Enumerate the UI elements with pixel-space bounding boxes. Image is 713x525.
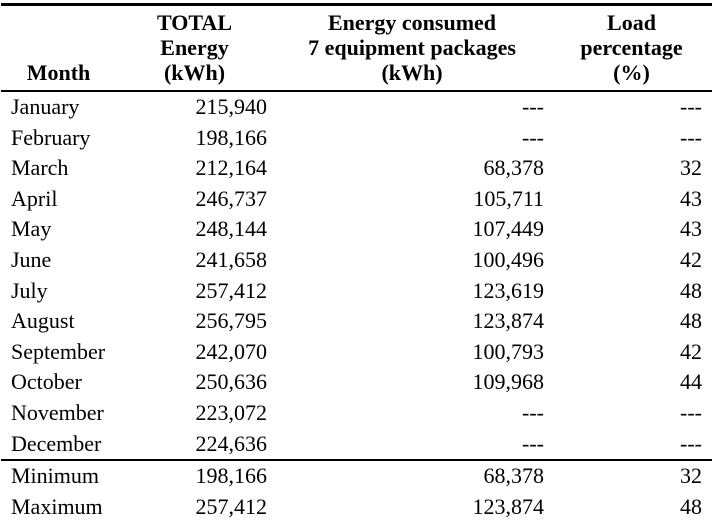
- month-row: May 248,144 107,449 43: [1, 214, 712, 245]
- month-row: July 257,412 123,619 48: [1, 276, 712, 307]
- month-row: November 223,072 --- ---: [1, 398, 712, 429]
- load-percentage-cell: 48: [680, 493, 702, 519]
- month-row: December 224,636 --- ---: [1, 429, 712, 461]
- header-energy-consumed-line3: (kWh): [381, 60, 443, 85]
- energy-consumed-cell: 68,378: [483, 463, 545, 489]
- month-row: June 241,658 100,496 42: [1, 245, 712, 276]
- month-cell: Minimum: [11, 463, 100, 489]
- load-percentage-cell: 44: [680, 369, 702, 395]
- load-percentage-cell: 32: [680, 155, 702, 181]
- total-energy-cell: 198,166: [195, 463, 268, 489]
- header-month-label: Month: [26, 60, 91, 85]
- table-header: Month TOTAL Energy (kWh) Energy consumed…: [1, 5, 712, 92]
- month-row: January 215,940 --- ---: [1, 91, 712, 123]
- energy-consumed-cell: 107,449: [472, 216, 545, 242]
- load-percentage-cell: 42: [680, 338, 702, 364]
- header-energy-consumed: Energy consumed 7 equipment packages (kW…: [273, 5, 551, 92]
- month-row: September 242,070 100,793 42: [1, 337, 712, 368]
- energy-consumed-cell: 100,793: [472, 338, 545, 364]
- summary-row: Minimum 198,166 68,378 32: [1, 460, 712, 492]
- total-energy-cell: 223,072: [195, 399, 268, 425]
- load-percentage-cell: ---: [680, 399, 702, 425]
- month-cell: Maximum: [11, 493, 103, 519]
- month-row: October 250,636 109,968 44: [1, 367, 712, 398]
- header-total-energy: TOTAL Energy (kWh): [116, 5, 273, 92]
- summary-row: Maximum 257,412 123,874 48: [1, 492, 712, 523]
- load-percentage-cell: 43: [680, 185, 702, 211]
- month-row: March 212,164 68,378 32: [1, 153, 712, 184]
- header-row: Month TOTAL Energy (kWh) Energy consumed…: [1, 5, 712, 92]
- month-cell: January: [11, 94, 80, 119]
- load-percentage-cell: ---: [680, 430, 702, 456]
- header-load-percentage-line2: percentage: [580, 35, 683, 60]
- energy-consumed-cell: 109,968: [472, 369, 545, 395]
- load-percentage-cell: 48: [680, 277, 702, 303]
- energy-consumed-cell: 123,619: [472, 277, 545, 303]
- total-energy-cell: 257,412: [195, 277, 268, 303]
- total-energy-cell: 257,412: [195, 493, 268, 519]
- month-cell: August: [11, 308, 75, 334]
- energy-consumed-cell: 123,874: [472, 493, 545, 519]
- total-energy-cell: 256,795: [195, 308, 268, 334]
- month-cell: March: [11, 155, 69, 181]
- month-rows-section: January 215,940 --- --- February 198,166 --- --…: [1, 91, 712, 461]
- summary-rows-section: Minimum 198,166 68,378 32 Maximum 257,412 123,…: [1, 460, 712, 525]
- month-cell: February: [11, 124, 91, 150]
- total-energy-cell: 246,737: [195, 185, 268, 211]
- load-percentage-cell: ---: [680, 94, 702, 119]
- energy-consumed-cell: ---: [522, 124, 544, 150]
- load-percentage-cell: 43: [680, 216, 702, 242]
- energy-consumed-cell: 123,874: [472, 308, 545, 334]
- total-energy-cell: 248,144: [195, 216, 268, 242]
- header-load-percentage-line1: Load: [607, 10, 656, 35]
- energy-consumed-cell: 68,378: [483, 155, 545, 181]
- total-energy-cell: 242,070: [195, 338, 268, 364]
- energy-consumed-cell: ---: [522, 94, 544, 119]
- energy-consumed-cell: ---: [522, 430, 544, 456]
- month-cell: September: [11, 338, 106, 364]
- month-row: August 256,795 123,874 48: [1, 306, 712, 337]
- month-cell: April: [11, 185, 58, 211]
- header-total-energy-line3: (kWh): [163, 60, 226, 85]
- header-load-percentage-line3: (%): [613, 60, 650, 85]
- total-energy-cell: 224,636: [195, 430, 268, 456]
- total-energy-cell: 215,940: [195, 94, 268, 119]
- header-energy-consumed-line1: Energy consumed: [327, 10, 497, 35]
- month-cell: December: [11, 430, 102, 456]
- month-cell: November: [11, 399, 104, 425]
- total-energy-cell: 241,658: [195, 246, 268, 272]
- header-total-energy-line2: Energy: [160, 35, 229, 60]
- header-month: Month: [1, 5, 116, 92]
- header-total-energy-line1: TOTAL: [157, 10, 232, 35]
- load-percentage-cell: 42: [680, 246, 702, 272]
- month-cell: June: [11, 246, 52, 272]
- month-row: February 198,166 --- ---: [1, 123, 712, 154]
- month-cell: May: [11, 216, 52, 242]
- total-energy-cell: 212,164: [195, 155, 268, 181]
- load-percentage-cell: 32: [680, 463, 702, 489]
- monthly-energy-table: Month TOTAL Energy (kWh) Energy consumed…: [1, 3, 712, 525]
- energy-consumed-cell: 100,496: [472, 246, 545, 272]
- month-row: April 246,737 105,711 43: [1, 184, 712, 215]
- load-percentage-cell: ---: [680, 124, 702, 150]
- month-cell: July: [11, 277, 48, 303]
- total-energy-cell: 250,636: [195, 369, 268, 395]
- month-cell: October: [11, 369, 82, 395]
- energy-consumed-cell: 105,711: [473, 185, 544, 211]
- header-load-percentage: Load percentage (%): [551, 5, 712, 92]
- energy-consumed-cell: ---: [522, 399, 544, 425]
- load-percentage-cell: 48: [680, 308, 702, 334]
- header-energy-consumed-line2: 7 equipment packages: [308, 35, 516, 60]
- total-energy-cell: 198,166: [195, 124, 268, 150]
